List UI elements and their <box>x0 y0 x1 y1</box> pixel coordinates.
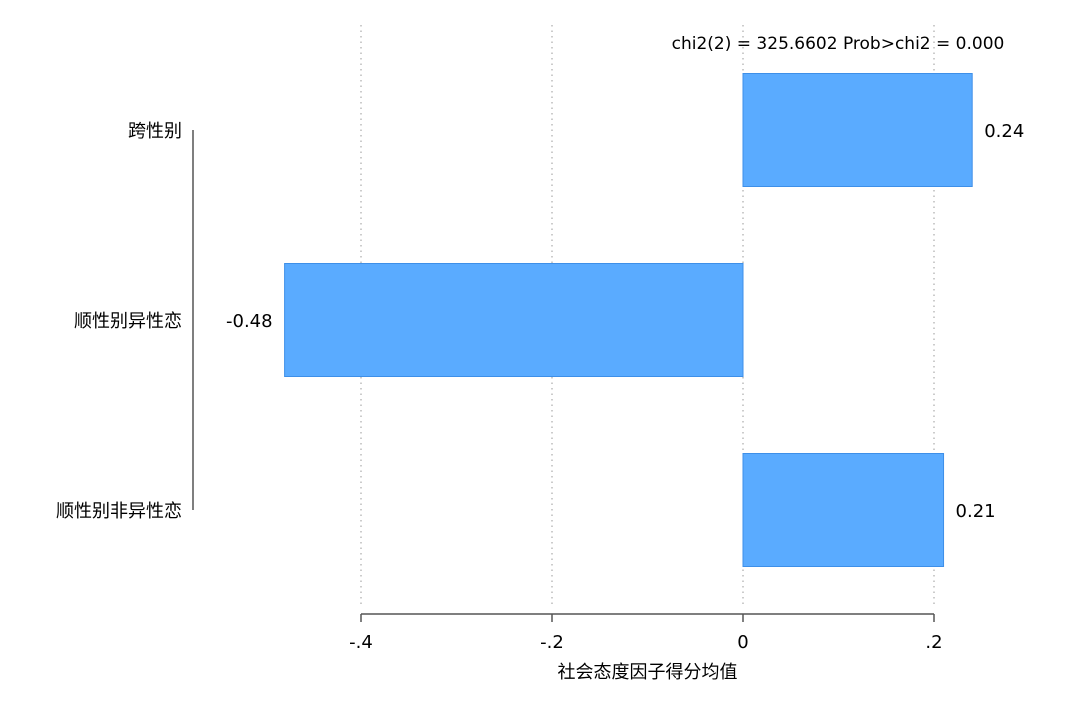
bar <box>742 453 945 567</box>
bars <box>284 73 973 567</box>
value-label: 0.21 <box>956 501 996 522</box>
x-tick-label: 0 <box>737 632 748 653</box>
category-label: 顺性别异性恋 <box>74 310 182 332</box>
chi2-annotation: chi2(2) = 325.6602 Prob>chi2 = 0.000 <box>672 34 1005 54</box>
category-label: 顺性别非异性恋 <box>56 500 182 522</box>
x-tick-label: -.4 <box>349 632 373 653</box>
category-label: 跨性别 <box>128 121 182 142</box>
bar <box>284 263 744 377</box>
x-tick-label: .2 <box>925 632 942 653</box>
x-ticks: -.4 -.2 0 .2 <box>349 614 943 653</box>
value-label: -0.48 <box>226 311 273 332</box>
x-axis-title: 社会态度因子得分均值 <box>558 662 738 683</box>
value-label: 0.24 <box>984 121 1024 142</box>
value-labels: 0.24 -0.48 0.21 <box>226 121 1024 522</box>
bar <box>742 73 973 187</box>
x-tick-label: -.2 <box>540 632 564 653</box>
